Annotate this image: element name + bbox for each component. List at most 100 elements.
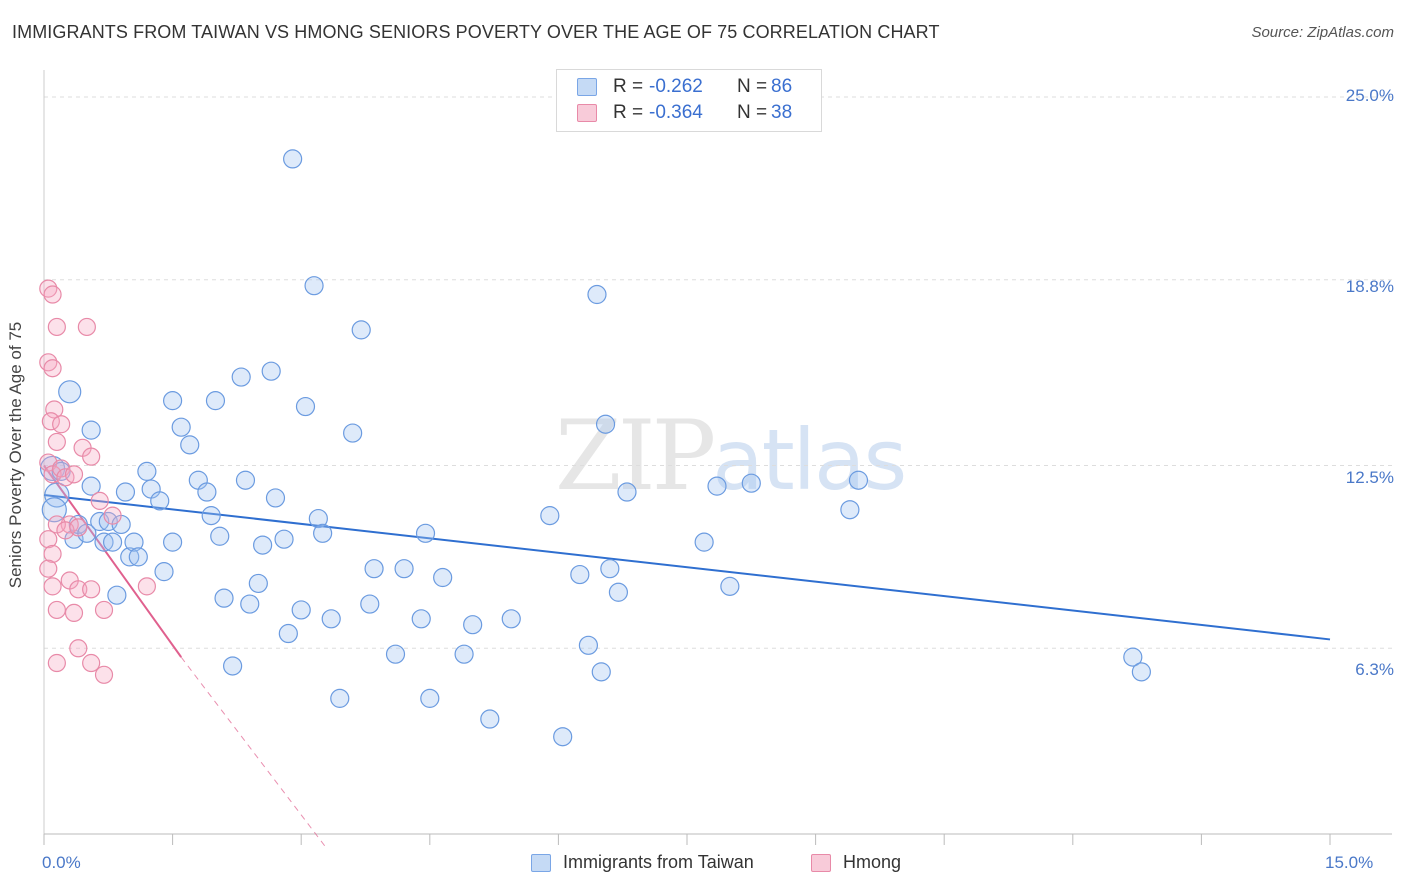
y-tick-label: 25.0% <box>1345 86 1394 105</box>
data-point-hmong <box>103 506 122 525</box>
trend-line-hmong <box>43 464 182 658</box>
bottom-legend-label: Hmong <box>843 852 902 872</box>
data-point-hmong <box>47 317 66 337</box>
data-point-hmong <box>82 447 101 466</box>
data-point-hmong <box>82 580 101 599</box>
x-tick-label: 0.0% <box>42 853 81 872</box>
data-point-taiwan <box>163 391 183 411</box>
data-point-taiwan <box>608 582 629 602</box>
data-point-hmong <box>69 518 88 537</box>
data-point-taiwan <box>364 559 384 579</box>
data-point-taiwan <box>180 435 200 455</box>
data-point-taiwan <box>163 532 183 552</box>
y-tick-label: 12.5% <box>1345 468 1394 487</box>
y-axis-label: Seniors Poverty Over the Age of 75 <box>6 321 25 589</box>
data-point-hmong <box>47 653 66 673</box>
data-point-taiwan <box>420 688 440 708</box>
axes <box>43 70 1392 845</box>
data-point-taiwan <box>351 320 371 340</box>
data-point-hmong <box>43 544 62 564</box>
data-point-taiwan <box>223 656 243 676</box>
data-point-taiwan <box>58 380 82 404</box>
data-point-taiwan <box>115 482 136 502</box>
data-point-taiwan <box>308 508 328 529</box>
data-point-taiwan <box>570 564 590 585</box>
x-tick-label: 15.0% <box>1325 853 1374 872</box>
legend-n-label: N = <box>737 102 768 123</box>
data-point-hmong <box>94 665 114 684</box>
data-point-taiwan <box>360 594 380 614</box>
data-point-taiwan <box>102 532 123 552</box>
data-point-taiwan <box>330 688 350 708</box>
data-point-taiwan <box>591 662 611 682</box>
data-point-taiwan <box>595 414 616 434</box>
data-point-taiwan <box>553 727 573 747</box>
data-point-hmong <box>39 530 58 549</box>
data-point-taiwan <box>261 361 281 381</box>
data-point-taiwan <box>321 609 341 629</box>
series-taiwan-points <box>39 149 1151 747</box>
data-point-taiwan <box>501 609 521 629</box>
data-point-taiwan <box>201 506 221 526</box>
data-point-hmong <box>43 359 62 378</box>
data-point-taiwan <box>291 600 311 620</box>
legend-n-label: N = <box>737 76 768 97</box>
y-tick-label: 6.3% <box>1355 660 1394 679</box>
data-point-taiwan <box>197 482 217 502</box>
legend-r-label: R = <box>613 102 644 123</box>
data-point-taiwan <box>81 420 101 440</box>
data-point-taiwan <box>600 559 620 579</box>
bottom-legend-swatch-pink <box>811 854 831 872</box>
data-point-taiwan <box>231 367 251 387</box>
data-point-taiwan <box>150 491 170 511</box>
data-point-taiwan <box>154 562 174 582</box>
data-point-taiwan <box>214 588 234 608</box>
data-point-taiwan <box>617 482 637 502</box>
legend-r-value: -0.262 <box>649 76 703 97</box>
legend-n-value: 38 <box>771 102 793 123</box>
correlation-legend: R = -0.262 N = 86 R = -0.364 N = 38 <box>556 69 822 132</box>
data-point-hmong <box>69 580 88 599</box>
data-point-taiwan <box>278 623 298 644</box>
data-point-taiwan <box>81 476 101 496</box>
data-point-hmong <box>82 653 101 673</box>
data-point-taiwan <box>295 396 316 417</box>
data-point-taiwan <box>343 423 363 443</box>
trend-lines <box>43 464 1331 850</box>
data-point-taiwan <box>210 526 230 546</box>
data-point-taiwan <box>1131 662 1151 682</box>
data-point-taiwan <box>454 644 474 664</box>
data-point-taiwan <box>840 500 860 520</box>
data-point-hmong <box>69 639 88 658</box>
data-point-hmong <box>52 415 71 434</box>
y-tick-label: 18.8% <box>1345 277 1394 296</box>
data-point-taiwan <box>463 615 483 635</box>
legend-swatch-blue <box>577 78 597 96</box>
data-point-taiwan <box>741 473 761 493</box>
data-point-taiwan <box>1123 647 1143 667</box>
data-point-taiwan <box>313 523 333 543</box>
data-point-taiwan <box>480 709 500 729</box>
data-point-taiwan <box>578 635 599 655</box>
data-point-taiwan <box>720 576 740 596</box>
data-point-taiwan <box>124 532 144 552</box>
data-point-taiwan <box>137 461 157 481</box>
bottom-legend-swatch-blue <box>531 854 551 872</box>
data-point-hmong <box>41 412 60 431</box>
data-point-taiwan <box>274 529 294 549</box>
data-point-taiwan <box>394 559 414 579</box>
legend-r-label: R = <box>613 76 644 97</box>
data-point-taiwan <box>540 506 560 526</box>
data-point-taiwan <box>253 535 273 555</box>
data-point-hmong <box>45 400 64 419</box>
legend-n-value: 86 <box>771 76 793 97</box>
data-point-taiwan <box>235 470 256 490</box>
data-point-hmong <box>77 317 96 337</box>
data-point-taiwan <box>385 644 406 664</box>
data-point-taiwan <box>205 391 226 411</box>
trend-line-taiwan <box>43 493 1331 641</box>
data-point-hmong <box>94 600 114 620</box>
data-point-taiwan <box>171 417 191 437</box>
data-point-taiwan <box>41 497 67 523</box>
